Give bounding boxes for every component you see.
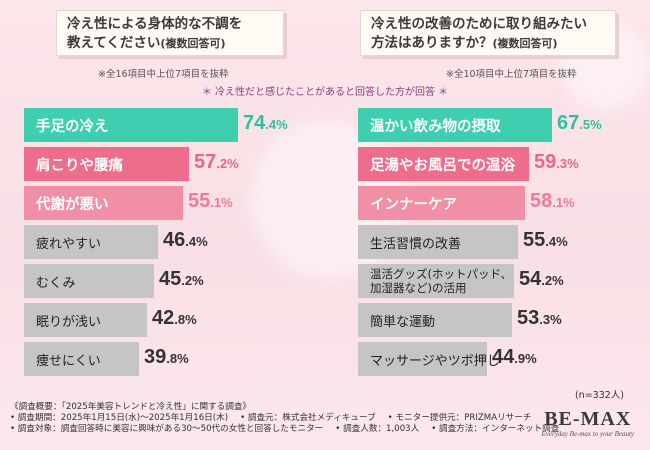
right-question-line2: 方法はありますか？(複数回答可) <box>371 35 558 51</box>
value-label: 54.2% <box>519 268 564 290</box>
respondent-note: ＊ 冷え性だと感じたことがあると回答した方が回答 ＊ <box>201 87 449 98</box>
bar-label: 足湯やお風呂での温浴 <box>370 157 515 174</box>
right-question-box: 冷え性の改善のために取り組みたい 方法はありますか？(複数回答可) <box>360 10 616 56</box>
footer-line3: • 調査対象：調査回答時に美容に興味がある30〜50代の女性と回答したモニター •… <box>10 424 560 434</box>
value-label: 55.1% <box>188 190 233 212</box>
bar-label: インナーケア <box>370 196 457 213</box>
brand-tagline: Everyday Be-max to your Beauty <box>541 430 634 438</box>
value-label: 44.9% <box>492 346 537 368</box>
bar-label: 肩こりや腰痛 <box>36 157 123 174</box>
value-label: 59.3% <box>534 151 579 173</box>
right-question-line1: 冷え性の改善のために取り組みたい <box>371 16 587 32</box>
bar: 足湯やお風呂での温浴 <box>358 147 529 181</box>
value-label: 39.8% <box>144 346 189 368</box>
bar-label: マッサージやツボ押し <box>370 353 500 369</box>
value-label: 55.4% <box>523 229 568 251</box>
left-question-line1: 冷え性による身体的な不調を <box>67 16 243 32</box>
brand-logo: BE-MAX Everyday Be-max to your Beauty <box>541 408 634 438</box>
bar: 手足の冷え <box>24 108 238 142</box>
value-label: 57.2% <box>194 151 239 173</box>
bar-label: むくみ <box>36 275 76 291</box>
sample-size: (n=332人) <box>574 390 624 401</box>
bar: 簡単な運動 <box>358 303 512 337</box>
bar: 疲れやすい <box>24 225 158 259</box>
value-label: 42.8% <box>152 307 197 329</box>
bar: 代謝が悪い <box>24 186 183 220</box>
footer-line1: 《調査概要：「2025年美容トレンドと冷え性」に関する調査》 <box>10 402 252 412</box>
bar: インナーケア <box>358 186 525 220</box>
bar-label: 代謝が悪い <box>36 196 109 213</box>
value-label: 67.5% <box>557 112 602 134</box>
bar: むくみ <box>24 264 154 298</box>
footer-line2: • 調査期間：2025年1月15日(水)～2025年1月16日(木) • 調査元：… <box>10 413 532 423</box>
bar: 温かい飲み物の摂取 <box>358 108 552 142</box>
left-question-line2: 教えてください(複数回答可) <box>67 35 226 51</box>
bar: 肩こりや腰痛 <box>24 147 189 181</box>
bar-label: 温かい飲み物の摂取 <box>370 118 501 135</box>
value-label: 53.3% <box>517 307 562 329</box>
bar: 痩せにくい <box>24 342 139 376</box>
value-label: 45.2% <box>159 268 204 290</box>
left-note: ※全16項目中上位7項目を抜粋 <box>98 69 229 80</box>
bar-label: 眠りが浅い <box>36 314 102 330</box>
value-label: 58.1% <box>530 190 575 212</box>
bar-label: 手足の冷え <box>36 118 109 135</box>
brand-name: BE-MAX <box>544 408 632 430</box>
bar-label: 温活グッズ(ホットパッド、 加湿器など)の活用 <box>370 267 513 295</box>
right-note: ※全10項目中上位7項目を抜粋 <box>446 69 577 80</box>
bar: 眠りが浅い <box>24 303 147 337</box>
left-question-box: 冷え性による身体的な不調を 教えてください(複数回答可) <box>56 10 284 56</box>
bar-label: 疲れやすい <box>36 236 102 252</box>
bar: 生活習慣の改善 <box>358 225 518 259</box>
value-label: 46.4% <box>163 229 208 251</box>
bar: 温活グッズ(ホットパッド、 加湿器など)の活用 <box>358 264 514 298</box>
bar-label: 生活習慣の改善 <box>370 236 462 252</box>
survey-footer: 《調査概要：「2025年美容トレンドと冷え性」に関する調査》 • 調査期間：20… <box>10 402 559 435</box>
bar-label: 簡単な運動 <box>370 314 436 330</box>
bar: マッサージやツボ押し <box>358 342 500 376</box>
value-label: 74.4% <box>243 112 288 134</box>
bar-label: 痩せにくい <box>36 353 101 369</box>
